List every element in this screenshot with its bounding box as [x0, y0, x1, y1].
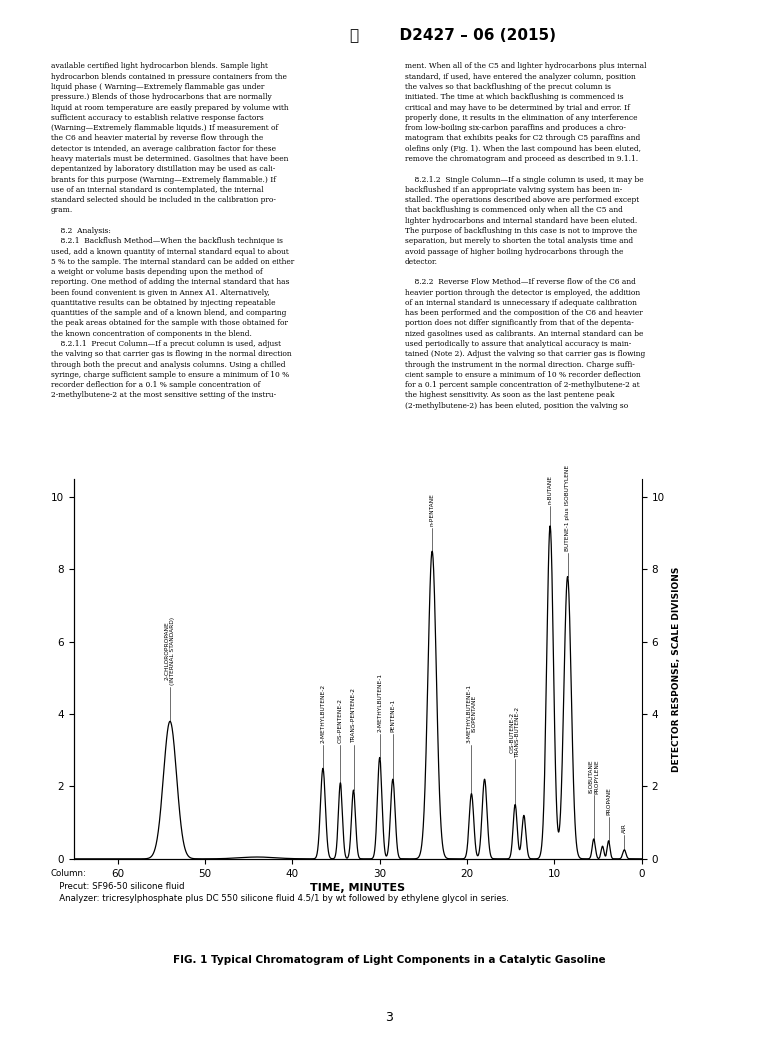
Text: CIS-PENTENE-2: CIS-PENTENE-2 [338, 699, 343, 743]
Text: FIG. 1 Typical Chromatogram of Light Components in a Catalytic Gasoline: FIG. 1 Typical Chromatogram of Light Com… [173, 956, 605, 965]
X-axis label: TIME, MINUTES: TIME, MINUTES [310, 883, 405, 893]
Text: available certified light hydrocarbon blends. Sample light
hydrocarbon blends co: available certified light hydrocarbon bl… [51, 62, 294, 400]
Text: CIS-BUTENE-2
TRANS-BUTENE-2: CIS-BUTENE-2 TRANS-BUTENE-2 [510, 707, 520, 758]
Text: 2-CHLOROPROPANE
(INTERNAL STANDARD): 2-CHLOROPROPANE (INTERNAL STANDARD) [165, 617, 175, 685]
Text: ment. When all of the C5 and lighter hydrocarbons plus internal
standard, if use: ment. When all of the C5 and lighter hyd… [405, 62, 646, 410]
Y-axis label: DETECTOR RESPONSE, SCALE DIVISIONS: DETECTOR RESPONSE, SCALE DIVISIONS [671, 566, 681, 771]
Text: Column:
   Precut: SF96-50 silicone fluid
   Analyzer: tricresylphosphate plus D: Column: Precut: SF96-50 silicone fluid A… [51, 869, 509, 904]
Text: PROPANE: PROPANE [606, 788, 612, 815]
Text: BUTENE-1 plus ISOBUTYLENE: BUTENE-1 plus ISOBUTYLENE [565, 465, 570, 552]
Text: n-BUTANE: n-BUTANE [548, 475, 552, 504]
Text: D2427 – 06 (2015): D2427 – 06 (2015) [389, 28, 556, 43]
Text: 3-METHYLBUTENE-1
ISOPENTANE: 3-METHYLBUTENE-1 ISOPENTANE [466, 684, 477, 743]
Text: 3: 3 [385, 1011, 393, 1024]
Text: 2-METHYLBUTENE-2: 2-METHYLBUTENE-2 [321, 684, 325, 743]
Text: 2-METHYLBUTENE-1: 2-METHYLBUTENE-1 [377, 674, 382, 732]
Text: AIR: AIR [622, 823, 627, 834]
Text: PENTENE-1: PENTENE-1 [391, 700, 395, 732]
Text: TRANS-PENTENE-2: TRANS-PENTENE-2 [351, 688, 356, 743]
Text: ⧗: ⧗ [349, 28, 359, 43]
Text: ISOBUTANE
PROPYLENE: ISOBUTANE PROPYLENE [589, 759, 599, 793]
Text: n-PENTANE: n-PENTANE [429, 493, 435, 526]
